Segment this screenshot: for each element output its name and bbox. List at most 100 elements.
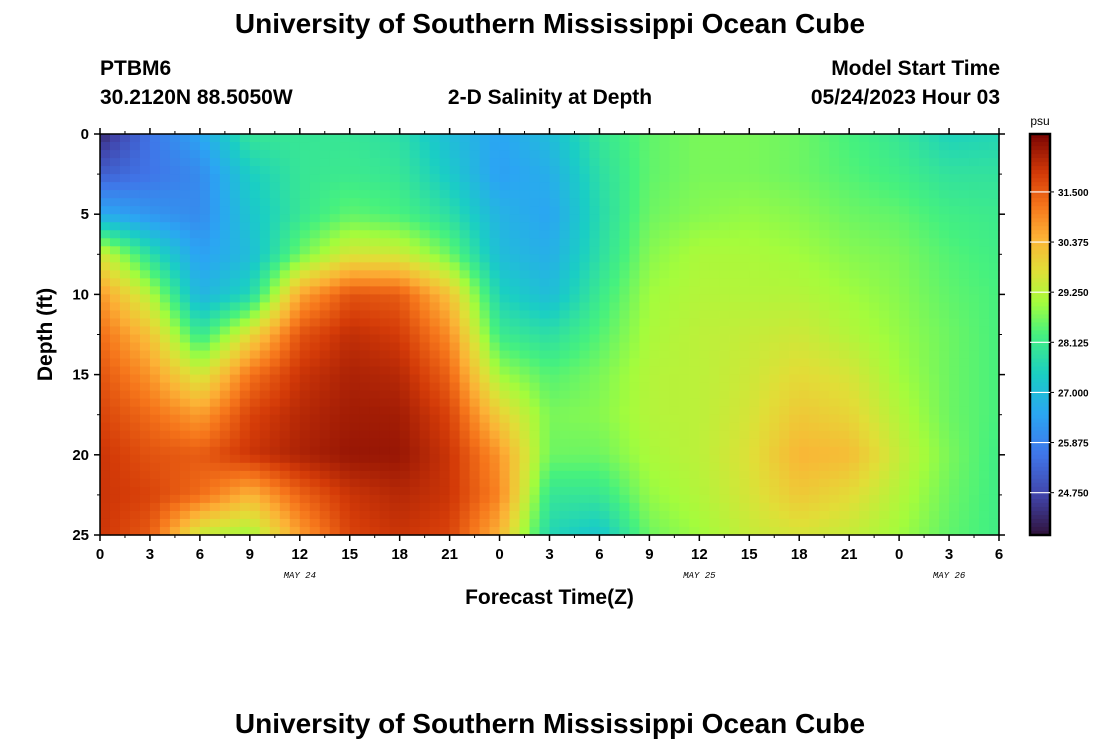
heatmap-cell bbox=[449, 334, 461, 344]
heatmap-cell bbox=[329, 238, 341, 247]
colorbar-segment bbox=[1030, 182, 1050, 187]
heatmap-cell bbox=[679, 454, 690, 464]
heatmap-cell bbox=[389, 254, 401, 263]
heatmap-cell bbox=[349, 294, 361, 304]
heatmap-cell bbox=[119, 486, 131, 496]
heatmap-cell bbox=[379, 302, 391, 312]
heatmap-cell bbox=[849, 382, 860, 392]
heatmap-cell bbox=[339, 526, 351, 536]
heatmap-cell bbox=[619, 374, 631, 384]
heatmap-cell bbox=[659, 422, 670, 432]
heatmap-cell bbox=[309, 254, 321, 263]
heatmap-cell bbox=[179, 198, 191, 207]
colorbar-segment bbox=[1030, 450, 1050, 456]
heatmap-cell bbox=[409, 430, 421, 440]
heatmap-cell bbox=[119, 214, 131, 223]
heatmap-cell bbox=[159, 454, 171, 464]
heatmap-cell bbox=[919, 150, 930, 159]
heatmap-cell bbox=[289, 462, 301, 472]
heatmap-cell bbox=[569, 310, 581, 320]
heatmap-cell bbox=[349, 150, 361, 159]
heatmap-cell bbox=[889, 150, 900, 159]
colorbar-segment bbox=[1030, 478, 1050, 484]
heatmap-cell bbox=[529, 446, 541, 456]
heatmap-cell bbox=[449, 446, 461, 456]
heatmap-cell bbox=[889, 382, 900, 392]
heatmap-cell bbox=[199, 422, 211, 432]
heatmap-cell bbox=[339, 398, 351, 408]
heatmap-cell bbox=[819, 430, 830, 440]
heatmap-cell bbox=[859, 478, 870, 488]
heatmap-cell bbox=[309, 302, 321, 312]
heatmap-cell bbox=[479, 190, 491, 199]
heatmap-cell bbox=[179, 446, 191, 456]
heatmap-cell bbox=[499, 462, 511, 472]
heatmap-cell bbox=[769, 494, 780, 504]
heatmap-cell bbox=[549, 238, 561, 247]
heatmap-cell bbox=[100, 358, 111, 368]
heatmap-cell bbox=[149, 446, 161, 456]
footer-title: University of Southern Mississippi Ocean… bbox=[234, 708, 866, 739]
heatmap-cell bbox=[989, 158, 1000, 167]
heatmap-cell bbox=[129, 262, 141, 271]
heatmap-cell bbox=[469, 478, 481, 488]
heatmap-cell bbox=[369, 310, 381, 320]
heatmap-cell bbox=[799, 174, 810, 183]
heatmap-cell bbox=[419, 270, 431, 279]
heatmap-cell bbox=[189, 350, 201, 360]
heatmap-cell bbox=[649, 358, 660, 368]
heatmap-cell bbox=[749, 430, 760, 440]
heatmap-cell bbox=[759, 278, 770, 287]
heatmap-cell bbox=[359, 446, 371, 456]
heatmap-cell bbox=[729, 254, 740, 263]
y-tick-label: 10 bbox=[72, 286, 89, 303]
heatmap-cell bbox=[959, 494, 970, 504]
heatmap-cell bbox=[379, 350, 391, 360]
heatmap-cell bbox=[309, 390, 321, 400]
heatmap-cell bbox=[979, 438, 990, 448]
heatmap-cell bbox=[489, 214, 501, 223]
heatmap-cell bbox=[679, 134, 690, 143]
heatmap-cell bbox=[859, 382, 870, 392]
heatmap-cell bbox=[699, 262, 710, 271]
heatmap-cell bbox=[799, 478, 810, 488]
heatmap-cell bbox=[489, 166, 501, 175]
heatmap-cell bbox=[939, 190, 950, 199]
heatmap-cell bbox=[829, 398, 840, 408]
heatmap-cell bbox=[389, 342, 401, 352]
heatmap-cell bbox=[329, 222, 341, 231]
heatmap-cell bbox=[809, 358, 820, 368]
heatmap-cell bbox=[709, 414, 720, 424]
heatmap-cell bbox=[989, 174, 1000, 183]
heatmap-cell bbox=[979, 134, 990, 143]
heatmap-cell bbox=[509, 158, 521, 167]
heatmap-cell bbox=[529, 214, 541, 223]
heatmap-cell bbox=[499, 406, 511, 416]
heatmap-cell bbox=[529, 406, 541, 416]
heatmap-cell bbox=[699, 478, 710, 488]
heatmap-cell bbox=[769, 454, 780, 464]
heatmap-cell bbox=[749, 406, 760, 416]
heatmap-cell bbox=[249, 254, 261, 263]
heatmap-cell bbox=[429, 286, 441, 295]
heatmap-cell bbox=[479, 422, 491, 432]
heatmap-cell bbox=[379, 230, 391, 239]
heatmap-cell bbox=[529, 182, 541, 191]
colorbar-segment bbox=[1030, 254, 1050, 259]
heatmap-cell bbox=[389, 446, 401, 456]
heatmap-cell bbox=[849, 430, 860, 440]
heatmap-cell bbox=[799, 470, 810, 480]
heatmap-cell bbox=[279, 502, 291, 512]
heatmap-cell bbox=[659, 158, 670, 167]
heatmap-cell bbox=[889, 430, 900, 440]
colorbar-segment bbox=[1030, 178, 1050, 183]
heatmap-cell bbox=[429, 518, 441, 528]
heatmap-cell bbox=[689, 206, 700, 215]
heatmap-cell bbox=[609, 334, 621, 344]
heatmap-cell bbox=[289, 374, 301, 384]
heatmap-cell bbox=[449, 342, 461, 352]
heatmap-cell bbox=[559, 238, 571, 247]
heatmap-cell bbox=[619, 262, 631, 271]
heatmap-cell bbox=[699, 526, 710, 536]
heatmap-cell bbox=[719, 142, 730, 151]
